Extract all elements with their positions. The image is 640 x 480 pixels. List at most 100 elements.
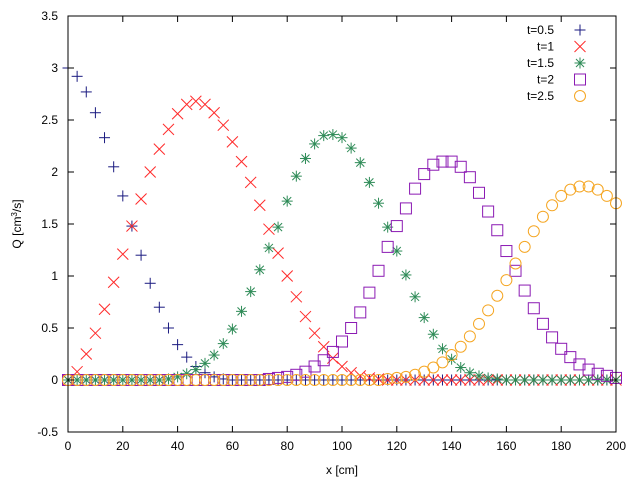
y-axis-label-superscript: 3 (10, 212, 19, 217)
data-point (564, 351, 577, 364)
data-point (99, 132, 111, 144)
data-point (144, 166, 157, 178)
legend: t=0.5 t=1 t=1.5 t=2 t=2.5 (527, 23, 586, 103)
data-point (80, 374, 93, 386)
data-point (262, 374, 275, 386)
legend-marker (574, 90, 586, 102)
data-point (546, 374, 558, 386)
data-point (445, 374, 458, 386)
data-point (226, 374, 239, 386)
data-point (126, 220, 138, 232)
data-point (153, 143, 166, 155)
x-tick-label: 100 (332, 439, 352, 453)
data-point (591, 367, 604, 380)
data-point (500, 274, 513, 287)
x-tick-label: 40 (171, 439, 185, 453)
data-point (354, 306, 367, 319)
x-tick-label: 120 (387, 439, 407, 453)
data-point (445, 349, 458, 362)
data-point (281, 195, 293, 207)
data-point (518, 284, 531, 297)
x-tick-label: 180 (551, 439, 571, 453)
x-tick-label: 80 (281, 439, 295, 453)
legend-label: t=2 (537, 73, 554, 87)
data-point (482, 205, 495, 218)
data-point (427, 328, 439, 340)
y-axis-label-tail: /s] (10, 199, 24, 212)
data-point (171, 374, 184, 386)
data-point (181, 351, 193, 363)
data-point (399, 202, 412, 215)
data-point (281, 270, 294, 282)
y-tick-label: 2 (51, 165, 58, 179)
data-point (199, 98, 211, 111)
data-point (454, 374, 467, 386)
data-point (162, 123, 175, 136)
data-point (400, 269, 412, 281)
data-point (555, 189, 568, 202)
data-point (116, 374, 129, 386)
data-point (71, 70, 83, 82)
data-point (336, 374, 348, 386)
data-point (326, 345, 339, 358)
data-point (263, 242, 275, 254)
data-point (254, 264, 266, 276)
data-point (80, 348, 93, 360)
data-point (299, 152, 311, 164)
data-point (318, 130, 330, 142)
data-point (236, 305, 248, 317)
data-point (217, 374, 230, 386)
data-markers (62, 62, 622, 386)
data-point (98, 303, 111, 316)
x-tick-label: 140 (442, 439, 462, 453)
y-tick-label: 2.5 (41, 113, 58, 127)
data-point (299, 310, 312, 323)
data-point (546, 199, 559, 212)
data-point (345, 374, 358, 386)
data-point (463, 330, 476, 343)
legend-label: t=1.5 (527, 56, 554, 70)
data-point (199, 357, 211, 369)
data-point (491, 373, 503, 385)
data-point (509, 257, 522, 270)
data-point (308, 360, 321, 373)
data-point (107, 374, 120, 386)
data-point (436, 356, 449, 369)
data-point (290, 290, 303, 303)
data-point (308, 374, 321, 386)
data-point (454, 340, 467, 353)
data-point (527, 225, 540, 238)
plot-frame (67, 15, 617, 433)
data-point (454, 160, 467, 173)
data-point (582, 363, 595, 376)
data-point (363, 176, 375, 188)
legend-label: t=0.5 (527, 23, 554, 37)
x-axis-label: x [cm] (326, 463, 358, 477)
y-tick-label: 3 (51, 61, 58, 75)
data-point (464, 367, 476, 379)
data-point (381, 240, 394, 253)
data-point (473, 370, 485, 382)
data-point (463, 171, 476, 184)
data-point (171, 107, 184, 120)
series-t=2.5 (62, 180, 622, 386)
data-point (308, 327, 321, 340)
data-point (309, 138, 321, 150)
data-point (89, 327, 102, 340)
data-point (536, 210, 549, 223)
x-tick-label: 0 (65, 439, 72, 453)
data-point (135, 374, 148, 386)
data-point (336, 335, 348, 348)
data-point (436, 155, 449, 168)
data-point (144, 277, 156, 289)
data-point (372, 264, 385, 277)
data-point (272, 247, 284, 259)
data-point (135, 193, 147, 205)
data-point (244, 374, 257, 386)
data-point (409, 182, 422, 195)
data-point (189, 374, 202, 386)
data-point (600, 189, 613, 202)
data-point (336, 360, 348, 373)
data-point (89, 107, 101, 119)
data-point (235, 374, 248, 386)
